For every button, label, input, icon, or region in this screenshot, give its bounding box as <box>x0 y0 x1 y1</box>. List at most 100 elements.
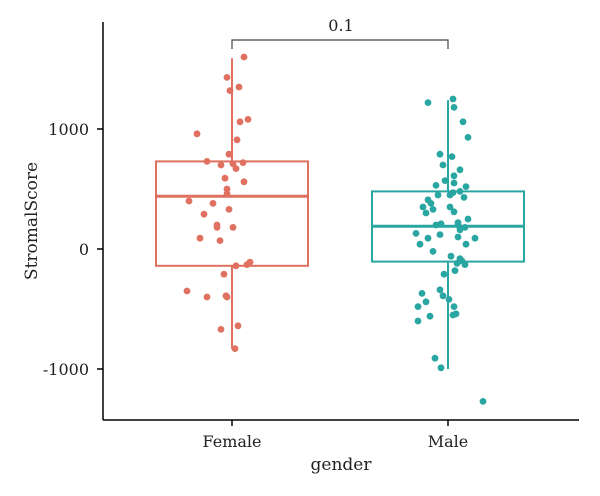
female-data-point <box>223 74 231 81</box>
male-data-point <box>432 182 440 189</box>
male-data-point <box>432 221 440 229</box>
male-data-point <box>456 188 464 195</box>
x-tick-layer: Female Male <box>203 420 469 451</box>
male-data-point <box>449 311 457 319</box>
male-data-point <box>422 298 430 306</box>
male-data-point <box>456 226 464 234</box>
male-data-point <box>427 200 435 207</box>
female-data-point <box>213 224 221 231</box>
female-box <box>155 160 309 267</box>
male-data-point <box>446 191 454 199</box>
female-data-point <box>183 287 191 295</box>
male-data-point <box>434 191 442 199</box>
female-data-point <box>221 174 229 182</box>
male-data-point <box>464 134 472 141</box>
female-data-point <box>200 210 208 218</box>
male-data-point <box>464 215 472 223</box>
female-data-point <box>216 237 224 245</box>
male-data-point <box>414 317 422 325</box>
female-data-point <box>239 159 247 167</box>
female-data-point <box>233 136 241 144</box>
male-data-point <box>426 312 434 320</box>
female-data-point <box>223 185 231 193</box>
female-data-point <box>225 206 233 213</box>
female-data-point <box>225 150 233 158</box>
female-data-point <box>203 293 211 301</box>
female-data-point <box>229 224 237 231</box>
female-data-point <box>231 345 239 352</box>
male-data-point <box>429 248 437 255</box>
male-data-point <box>416 240 424 248</box>
male-data-point <box>450 179 458 187</box>
female-data-point <box>243 261 251 268</box>
female-data-point <box>203 158 211 165</box>
y-axis-title: StromalScore <box>22 162 42 280</box>
female-data-point <box>223 293 231 301</box>
male-data-point <box>437 364 445 372</box>
male-data-point <box>414 303 422 310</box>
male-data-point <box>441 177 449 185</box>
male-data-point <box>449 95 457 103</box>
male-data-point <box>424 99 432 106</box>
male-data-point <box>450 208 458 216</box>
male-data-point <box>418 290 426 297</box>
female-data-point <box>236 118 244 126</box>
y-tick-label: 1000 <box>48 120 89 139</box>
male-data-point <box>462 240 470 248</box>
female-data-point <box>196 234 204 242</box>
male-data-point <box>447 252 455 260</box>
x-tick-label-male: Male <box>428 432 469 451</box>
comparison-label: 0.1 <box>328 16 353 35</box>
male-data-point <box>439 292 447 300</box>
male-data-point <box>448 153 456 161</box>
y-tick-label: -1000 <box>43 360 89 379</box>
male-data-point <box>436 231 444 239</box>
female-data-point <box>232 165 240 173</box>
male-data-point <box>454 233 462 241</box>
male-data-point <box>446 203 454 211</box>
male-data-point <box>451 267 459 274</box>
female-data-point <box>223 190 231 198</box>
female-data-point <box>217 161 225 169</box>
female-data-point <box>240 53 248 61</box>
male-data-point <box>479 398 487 405</box>
comparison-layer: 0.1 <box>231 16 449 49</box>
female-data-point <box>185 197 193 205</box>
female-data-point <box>235 83 243 91</box>
female-data-point <box>232 262 240 270</box>
female-data-point <box>217 326 225 333</box>
male-data-point <box>456 166 464 174</box>
male-data-point <box>461 261 469 268</box>
y-tick-label: 0 <box>79 240 89 259</box>
x-tick-label-female: Female <box>203 432 262 451</box>
comparison-bracket <box>231 39 449 49</box>
male-data-point <box>459 118 467 126</box>
y-tick-layer: 1000 0 -1000 <box>43 120 103 379</box>
female-data-point <box>240 178 248 186</box>
male-data-point <box>462 183 470 191</box>
male-data-point <box>471 234 479 242</box>
male-data-point <box>450 104 458 111</box>
axes-layer <box>102 22 579 421</box>
male-data-point <box>460 194 468 201</box>
male-data-point <box>412 230 420 237</box>
male-data-point <box>445 296 453 303</box>
male-data-point <box>424 234 432 242</box>
female-data-point <box>209 200 217 207</box>
male-data-point <box>431 354 439 362</box>
female-data-point <box>244 116 252 123</box>
male-data-point <box>439 161 447 169</box>
female-data-point <box>234 322 242 330</box>
x-axis-title: gender <box>311 455 373 475</box>
female-data-point <box>220 270 228 278</box>
female-data-point <box>226 87 234 94</box>
male-data-point <box>453 260 461 267</box>
male-data-point <box>419 203 427 211</box>
male-data-point <box>429 206 437 213</box>
male-data-point <box>436 286 444 294</box>
female-data-point <box>193 130 201 138</box>
plot-layer <box>155 53 525 405</box>
male-data-point <box>422 209 430 217</box>
male-data-point <box>440 270 448 278</box>
